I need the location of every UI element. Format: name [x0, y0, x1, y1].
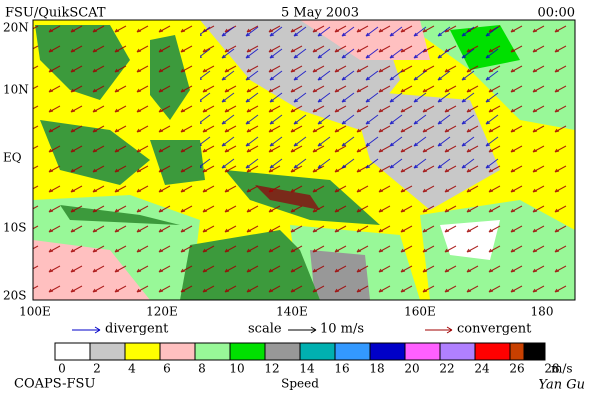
colorbar-tick-label: 12 [264, 362, 279, 376]
lat-label: 10N [3, 83, 29, 97]
colorbar-swatch [474, 342, 511, 361]
colorbar-swatch [229, 342, 266, 361]
colorbar-tick-label: 28 [544, 362, 559, 376]
colorbar-tick-label: 14 [299, 362, 315, 376]
convergent-arrow [425, 326, 453, 334]
colorbar-tick-label: 24 [474, 362, 490, 376]
footer-author: Yan Gu [538, 378, 585, 393]
colorbar-tick-label: 16 [334, 362, 349, 376]
lon-label: 120E [146, 305, 178, 319]
legend-scale: scale [248, 322, 282, 337]
colorbar-swatch [194, 342, 231, 361]
footer-source: COAPS-FSU [14, 377, 95, 392]
legend-scale-value: 10 m/s [320, 322, 364, 337]
lat-label: 20N [3, 21, 29, 35]
colorbar-swatch [54, 342, 91, 361]
colorbar-tick-label: 22 [439, 362, 454, 376]
lat-label: EQ [3, 151, 22, 165]
colorbar-tick-label: 8 [198, 362, 206, 376]
lon-label: 140E [276, 305, 308, 319]
legend-convergent: convergent [457, 322, 532, 337]
colorbar-swatch [523, 342, 546, 361]
colorbar-swatch [404, 342, 441, 361]
colorbar-tick-label: 6 [163, 362, 171, 376]
colorbar-tick-label: 20 [404, 362, 419, 376]
colorbar-swatch [439, 342, 476, 361]
map-frame [32, 19, 576, 301]
colorbar-tick-label: 26 [509, 362, 524, 376]
colorbar-tick-label: 18 [369, 362, 384, 376]
time: 00:00 [538, 6, 575, 21]
lat-label: 20S [3, 289, 27, 303]
lat-label: 10S [3, 221, 27, 235]
lon-label: 160E [404, 305, 436, 319]
scale-arrow [288, 326, 317, 334]
colorbar-swatch [159, 342, 196, 361]
colorbar-swatch [369, 342, 406, 361]
colorbar-unit: m/s [551, 362, 573, 376]
divergent-arrow [72, 326, 101, 334]
lon-label: 180 [531, 305, 554, 319]
colorbar-tick-label: 4 [128, 362, 136, 376]
date: 5 May 2003 [281, 6, 359, 21]
lon-label: 100E [19, 305, 51, 319]
map [33, 20, 575, 300]
colorbar-label: Speed [281, 377, 319, 391]
colorbar-swatch [124, 342, 161, 361]
colorbar-swatch [264, 342, 301, 361]
colorbar-tick-label: 2 [93, 362, 101, 376]
colorbar-swatch [299, 342, 336, 361]
colorbar-tick-label: 10 [229, 362, 244, 376]
title: FSU/QuikSCAT [5, 6, 106, 21]
colorbar-swatch [334, 342, 371, 361]
colorbar-tick-label: 0 [58, 362, 66, 376]
legend-divergent: divergent [105, 322, 169, 337]
colorbar-swatch [89, 342, 126, 361]
